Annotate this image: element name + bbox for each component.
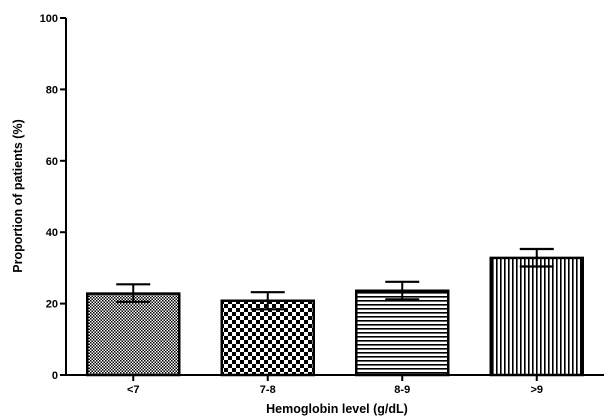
y-tick-label: 0 — [52, 370, 58, 382]
error-bars-group — [116, 247, 554, 311]
x-tick-label: <7 — [127, 384, 140, 396]
y-tick-label: 20 — [46, 299, 58, 311]
bar — [355, 289, 450, 377]
bar — [489, 256, 584, 377]
y-tick-label: 60 — [46, 156, 58, 168]
y-axis-title: Proportion of patients (%) — [11, 119, 25, 272]
y-axis: 0 20 40 60 80 100 — [40, 13, 67, 382]
bar — [220, 299, 315, 377]
y-tick-label: 80 — [46, 84, 58, 96]
y-tick-label: 100 — [40, 13, 58, 25]
y-tick-label: 40 — [46, 227, 58, 239]
x-tick-label: >9 — [530, 384, 543, 396]
x-tick-label: 8-9 — [394, 384, 410, 396]
x-tick-label: 7-8 — [260, 384, 276, 396]
x-axis-title: Hemoglobin level (g/dL) — [266, 402, 408, 416]
bars-group — [86, 256, 584, 377]
x-axis: <7 7-8 8-9 >9 — [66, 374, 604, 396]
bar — [86, 292, 181, 377]
